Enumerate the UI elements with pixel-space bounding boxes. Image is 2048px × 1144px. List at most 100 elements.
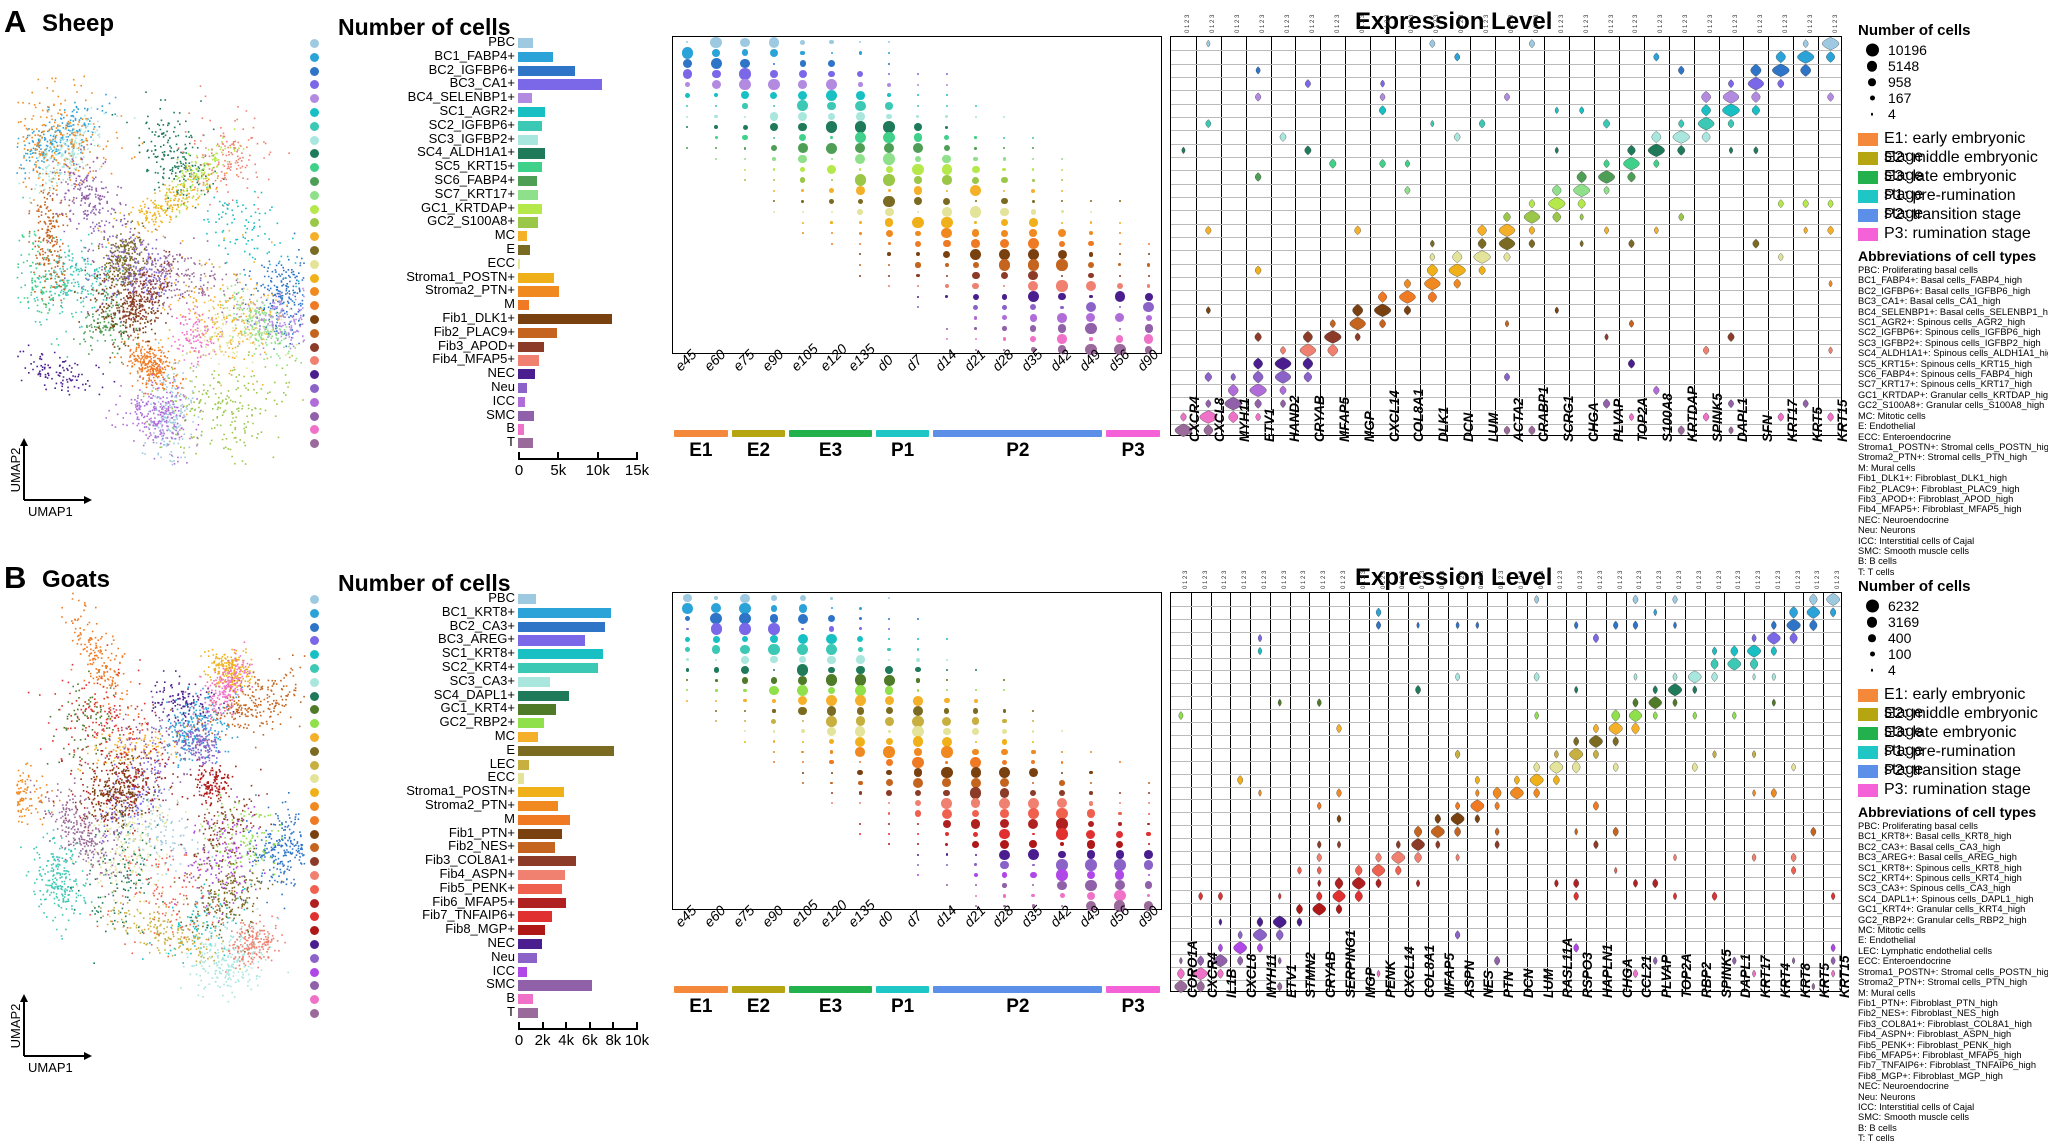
cell-type-row[interactable]: BC2_IGFBP6+ — [310, 62, 515, 78]
bar — [518, 383, 528, 394]
cell-type-row[interactable]: SC4_DAPL1+ — [310, 687, 515, 703]
cell-type-row[interactable]: Fib4_ASPN+ — [310, 865, 515, 882]
cell-type-row[interactable]: E — [310, 241, 515, 257]
cell-type-row[interactable]: Fib2_PLAC9+ — [310, 324, 515, 340]
cell-type-row[interactable]: SC2_KRT4+ — [310, 659, 515, 675]
cell-type-row[interactable]: SC1_AGR2+ — [310, 103, 515, 119]
dot-plot-point — [741, 91, 749, 100]
cell-type-row[interactable]: Fib8_MGP+ — [310, 922, 515, 937]
cell-type-row[interactable]: GC2_RBP2+ — [310, 715, 515, 730]
cell-type-row[interactable]: Fib2_NES+ — [310, 839, 515, 854]
cell-type-color-dot — [310, 39, 319, 48]
cell-type-row[interactable]: ECC — [310, 769, 515, 785]
cell-type-row[interactable]: Stroma1_POSTN+ — [310, 784, 515, 799]
dot-plot-point — [743, 699, 747, 703]
cell-type-row[interactable]: T — [310, 435, 515, 450]
stage-label: E1 — [689, 440, 713, 461]
cell-type-label: Fib3_APOD+ — [438, 337, 515, 353]
violin — [1416, 879, 1420, 888]
cell-type-row[interactable]: BC1_KRT8+ — [310, 604, 515, 620]
violin — [1775, 50, 1786, 64]
cell-type-row[interactable]: BC1_FABP4+ — [310, 48, 515, 64]
dot-plot-point — [1087, 820, 1094, 827]
cell-type-row[interactable]: NEC — [310, 935, 515, 951]
cell-type-row[interactable]: SC5_KRT15+ — [310, 159, 515, 174]
violin — [1228, 384, 1239, 397]
cell-type-row[interactable]: M — [310, 297, 515, 312]
dot-plot-point — [1087, 261, 1094, 268]
cell-type-row[interactable]: SC6_FABP4+ — [310, 172, 515, 188]
cell-type-row[interactable]: BC4_SELENBP1+ — [310, 90, 515, 105]
violin — [1193, 967, 1208, 981]
cell-type-row[interactable]: ICC — [310, 963, 515, 979]
gene-label: CRYAB — [1323, 951, 1339, 998]
cell-type-row[interactable]: GC2_S100A8+ — [310, 214, 515, 229]
bar-chart-sheep: Number of cells PBC BC1_FABP4+ BC2_IGFBP6+ B… — [310, 0, 649, 556]
cell-type-row[interactable]: MC — [310, 228, 515, 243]
legend-title: Number of cells — [1858, 578, 1971, 595]
violin-col-divider — [1269, 593, 1271, 991]
cell-type-row[interactable]: SMC — [310, 977, 515, 992]
cell-type-row[interactable]: Fib3_COL8A1+ — [310, 853, 515, 868]
cell-type-row[interactable]: Fib6_MFAP5+ — [310, 894, 515, 910]
dot-plot-point — [772, 200, 775, 203]
cell-type-row[interactable]: GC1_KRTDAP+ — [310, 200, 515, 216]
cell-type-row[interactable]: PBC — [310, 591, 515, 606]
violin — [1179, 957, 1183, 965]
dot-plot-point — [710, 36, 722, 49]
cell-type-row[interactable]: Fib4_MFAP5+ — [310, 352, 515, 367]
cell-type-row[interactable]: Fib3_APOD+ — [310, 337, 515, 354]
cell-type-row[interactable]: SC1_KRT8+ — [310, 646, 515, 661]
cell-type-row[interactable]: Stroma2_PTN+ — [310, 283, 515, 298]
dot-plot-point — [827, 615, 836, 623]
cell-type-row[interactable]: M — [310, 811, 515, 827]
violin — [1258, 789, 1262, 797]
cell-type-label: ECC — [487, 769, 515, 785]
dot-plot-point — [944, 135, 950, 141]
cell-type-row[interactable]: PBC — [310, 35, 515, 50]
violin-col-divider — [1818, 37, 1820, 435]
cell-type-row[interactable]: B — [310, 421, 515, 436]
cell-type-row[interactable]: SC7_KRT17+ — [310, 186, 515, 202]
abbreviation-line: SC3_IGFBP2+: Spinous cells_IGFBP2_high — [1858, 337, 2041, 348]
dot-plot-point — [715, 709, 718, 712]
bar — [518, 286, 559, 297]
dot-plot-point — [715, 147, 718, 150]
dot-plot-point — [1000, 207, 1009, 216]
violin — [1376, 969, 1381, 978]
cell-type-row[interactable]: Fib1_DLK1+ — [310, 310, 515, 326]
cell-type-label: Fib4_ASPN+ — [439, 865, 515, 881]
cell-type-row[interactable]: Neu — [310, 379, 515, 395]
dot-plot-point — [888, 833, 891, 836]
cell-type-row[interactable]: SC3_CA3+ — [310, 673, 515, 689]
cell-type-row[interactable]: E — [310, 742, 515, 758]
cell-type-row[interactable]: SC2_IGFBP6+ — [310, 117, 515, 133]
cell-type-row[interactable]: NEC — [310, 366, 515, 381]
cell-type-row[interactable]: BC3_CA1+ — [310, 76, 515, 91]
cell-type-row[interactable]: GC1_KRT4+ — [310, 701, 515, 716]
cell-type-row[interactable]: Stroma2_PTN+ — [310, 797, 515, 813]
cell-type-row[interactable]: Fib5_PENK+ — [310, 880, 515, 896]
cell-type-row[interactable]: Neu — [310, 949, 515, 965]
legend-size-label: 4 — [1888, 106, 1896, 122]
cell-type-row[interactable]: ECC — [310, 255, 515, 271]
cell-type-row[interactable]: Stroma1_POSTN+ — [310, 269, 515, 285]
gene-label: LUM — [1486, 412, 1502, 442]
dot-plot-point — [683, 593, 692, 603]
violin — [1772, 63, 1790, 77]
cell-type-row[interactable]: B — [310, 991, 515, 1006]
cell-type-row[interactable]: MC — [310, 728, 515, 744]
cell-type-row[interactable]: SMC — [310, 407, 515, 423]
cell-type-row[interactable]: BC2_CA3+ — [310, 618, 515, 634]
cell-type-row[interactable]: ICC — [310, 393, 515, 409]
cell-type-row[interactable]: BC3_AREG+ — [310, 632, 515, 647]
cell-type-row[interactable]: Fib1_PTN+ — [310, 825, 515, 841]
cell-type-color-dot — [310, 218, 319, 228]
bar — [518, 355, 540, 366]
cell-type-row[interactable]: SC4_ALDH1A1+ — [310, 145, 515, 160]
cell-type-row[interactable]: LEC — [310, 756, 515, 772]
cell-type-row[interactable]: Fib7_TNFAIP6+ — [310, 908, 515, 923]
cell-type-row[interactable]: SC3_IGFBP2+ — [310, 131, 515, 147]
cell-type-row[interactable]: T — [310, 1004, 515, 1020]
